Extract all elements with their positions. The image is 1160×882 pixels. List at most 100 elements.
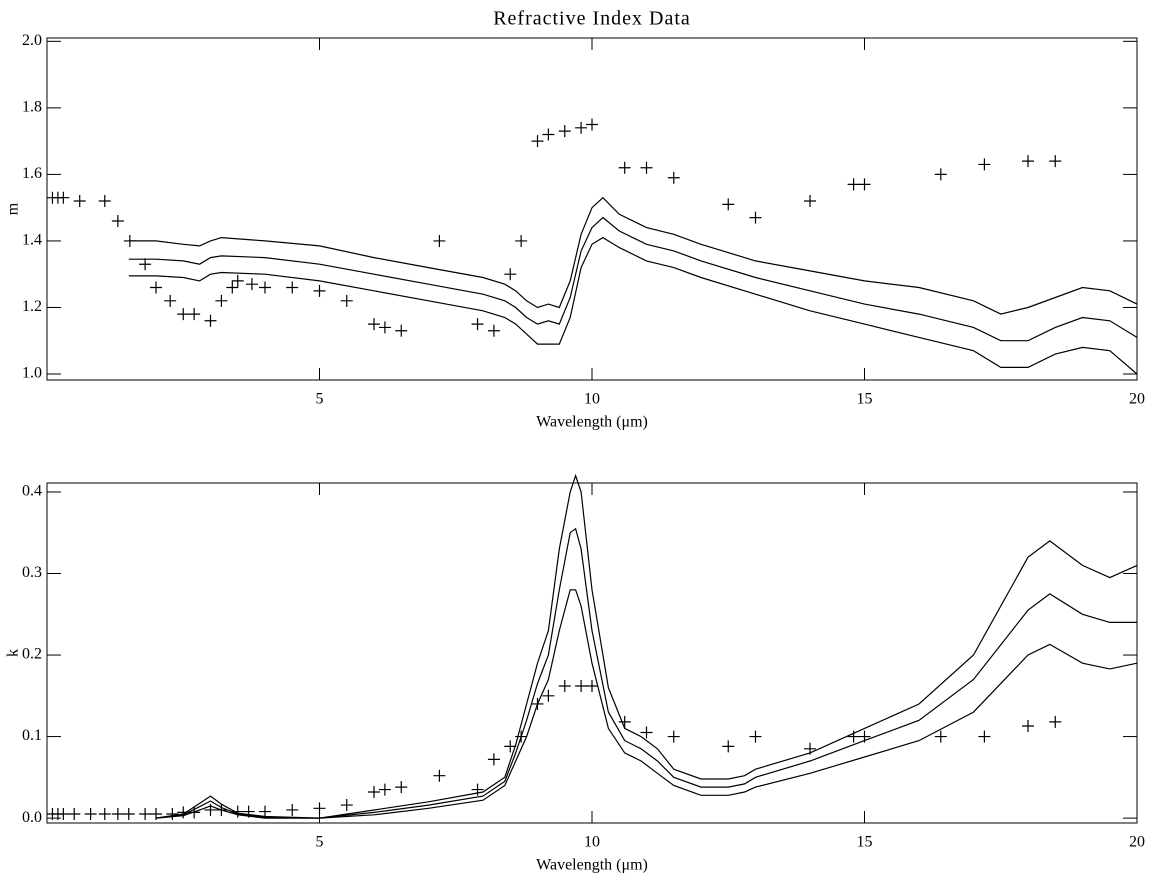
y-tick-label: 2.0	[22, 32, 42, 49]
data-point	[204, 314, 217, 327]
y-tick-label: 1.2	[22, 298, 42, 315]
y-axis-label: m	[5, 202, 22, 215]
data-point	[531, 135, 544, 148]
y-tick-label: 0.2	[22, 646, 42, 663]
data-point	[395, 781, 408, 794]
data-point	[231, 274, 244, 287]
data-point	[487, 753, 500, 766]
data-point	[749, 730, 762, 743]
data-point	[618, 161, 631, 174]
y-tick-label: 0.0	[22, 809, 42, 826]
data-point	[1049, 715, 1062, 728]
data-point	[340, 294, 353, 307]
data-point	[804, 742, 816, 755]
data-point	[558, 680, 571, 693]
data-point	[313, 802, 326, 815]
data-point	[57, 808, 70, 821]
x-tick-label: 5	[316, 391, 324, 408]
data-point	[847, 730, 860, 743]
data-point	[340, 799, 353, 812]
data-line	[128, 236, 1138, 375]
x-tick-label: 20	[1129, 834, 1145, 851]
data-point	[978, 158, 991, 171]
data-point	[722, 198, 735, 211]
data-point	[858, 730, 871, 743]
data-point	[1022, 155, 1034, 168]
data-point	[313, 284, 326, 297]
data-point	[166, 808, 179, 821]
x-tick-label: 15	[857, 834, 873, 851]
data-point	[722, 740, 735, 753]
data-point	[286, 281, 299, 294]
data-point	[111, 214, 124, 227]
data-point	[84, 808, 97, 821]
x-tick-label: 15	[857, 391, 873, 408]
data-point	[558, 125, 571, 138]
data-point	[515, 730, 528, 743]
data-point	[847, 178, 860, 191]
data-point	[471, 783, 484, 796]
data-point	[245, 278, 258, 291]
x-tick-label: 10	[584, 391, 600, 408]
data-point	[215, 294, 228, 307]
data-point	[188, 308, 201, 321]
data-point	[934, 168, 947, 181]
data-point	[858, 178, 871, 191]
data-point	[433, 234, 446, 247]
y-tick-label: 1.8	[22, 99, 42, 116]
data-point	[487, 324, 500, 337]
data-point	[259, 281, 271, 294]
data-point	[586, 118, 598, 131]
data-point	[433, 769, 446, 782]
x-tick-label: 20	[1129, 391, 1145, 408]
data-point	[139, 808, 152, 821]
data-point	[122, 808, 135, 821]
data-point	[504, 740, 517, 753]
data-line	[155, 473, 1138, 819]
data-point	[804, 195, 816, 208]
x-tick-label: 10	[584, 834, 600, 851]
data-line	[155, 527, 1137, 819]
data-point	[934, 730, 947, 743]
y-tick-label: 0.1	[22, 727, 42, 744]
y-tick-label: 0.3	[22, 564, 42, 581]
data-point	[231, 805, 244, 818]
data-line	[128, 216, 1138, 342]
data-point	[226, 281, 239, 294]
data-point	[667, 171, 680, 184]
data-point	[395, 324, 408, 337]
data-point	[542, 689, 555, 702]
data-point	[98, 808, 111, 821]
y-tick-label: 1.6	[22, 165, 42, 182]
x-axis-label: Wavelength (μm)	[536, 857, 648, 874]
data-point	[73, 195, 86, 208]
data-point	[531, 697, 544, 710]
data-point	[618, 715, 631, 728]
data-point	[575, 121, 588, 134]
data-point	[242, 805, 255, 818]
data-point	[98, 195, 111, 208]
data-point	[749, 211, 762, 224]
data-point	[111, 808, 124, 821]
data-point	[259, 805, 271, 818]
x-tick-label: 5	[316, 834, 324, 851]
data-point	[188, 806, 201, 819]
data-point	[177, 308, 190, 321]
data-point	[640, 161, 653, 174]
y-tick-label: 1.0	[22, 365, 42, 382]
data-point	[139, 258, 152, 271]
data-point	[368, 318, 380, 331]
y-tick-label: 1.4	[22, 232, 42, 249]
data-point	[177, 806, 190, 819]
chart-title: Refractive Index Data	[493, 8, 691, 30]
data-point	[542, 128, 555, 141]
data-point	[123, 234, 136, 247]
data-point	[515, 234, 528, 247]
plot-frame	[46, 482, 1138, 824]
x-axis-label: Wavelength (μm)	[536, 414, 648, 431]
data-point	[215, 803, 228, 816]
data-point	[378, 321, 391, 334]
y-axis-label: k	[5, 649, 22, 657]
data-point	[57, 191, 70, 204]
